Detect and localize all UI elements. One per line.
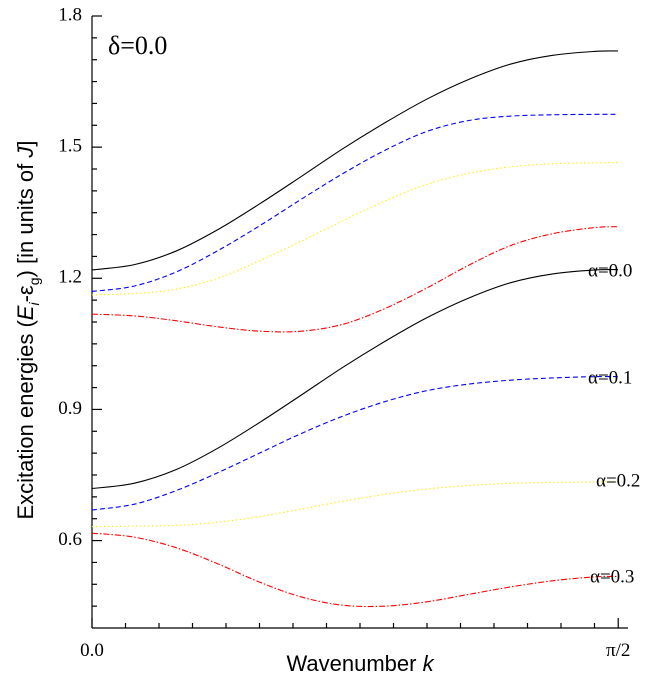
series-label-alpha: α=0.1 (588, 368, 632, 389)
curve-upper-alpha-0-3 (91, 226, 618, 333)
curve-upper-alpha-0-1 (91, 113, 618, 292)
y-title-sub-g: g (26, 277, 42, 285)
curve-upper-alpha-0-2 (91, 161, 618, 296)
y-title-post: ) [in units of (13, 158, 38, 278)
y-tick-label: 1.5 (58, 136, 82, 157)
series-label-alpha: α=0.0 (588, 261, 632, 282)
x-axis-title-variable: k (423, 651, 435, 676)
y-title-pre: Excitation energies ( (13, 320, 38, 520)
x-tick-label: π/2 (606, 640, 630, 661)
y-tick-label: 1.2 (58, 267, 82, 288)
curve-lower-alpha-0-2 (91, 481, 618, 528)
curve-lower-alpha-0-3 (91, 532, 618, 608)
curve-upper-alpha-0-0 (91, 50, 618, 271)
series-labels: α=0.0 α=0.1 α=0.2 α=0.3 (588, 261, 640, 588)
curve-lower-alpha-0-0 (91, 268, 618, 490)
series-label-alpha: α=0.2 (596, 470, 640, 491)
curve-lower-alpha-0-1 (91, 375, 618, 511)
x-tick-label: 0.0 (80, 640, 104, 661)
axes (91, 16, 628, 629)
ticks: 0.6 0.9 1.2 1.5 1.8 0.0 π/2 (58, 4, 630, 661)
x-axis-title-main: Wavenumber (286, 651, 422, 676)
y-title-dash: -ε (13, 285, 38, 302)
y-axis-title: Excitation energies (Ei-εg) [in units of… (13, 140, 42, 519)
y-tick-label: 0.9 (58, 398, 82, 419)
y-tick-label: 0.6 (58, 529, 82, 550)
y-title-sub-i: i (26, 302, 42, 306)
x-axis-title: Wavenumber k (286, 651, 434, 676)
panel-annotation: δ=0.0 (108, 31, 167, 60)
y-title-E: E (13, 305, 38, 320)
series-label-alpha: α=0.3 (590, 567, 634, 588)
curves (91, 50, 618, 608)
y-title-J: J (13, 146, 38, 159)
y-title-end: ] (13, 140, 38, 146)
y-tick-label: 1.8 (58, 4, 82, 25)
